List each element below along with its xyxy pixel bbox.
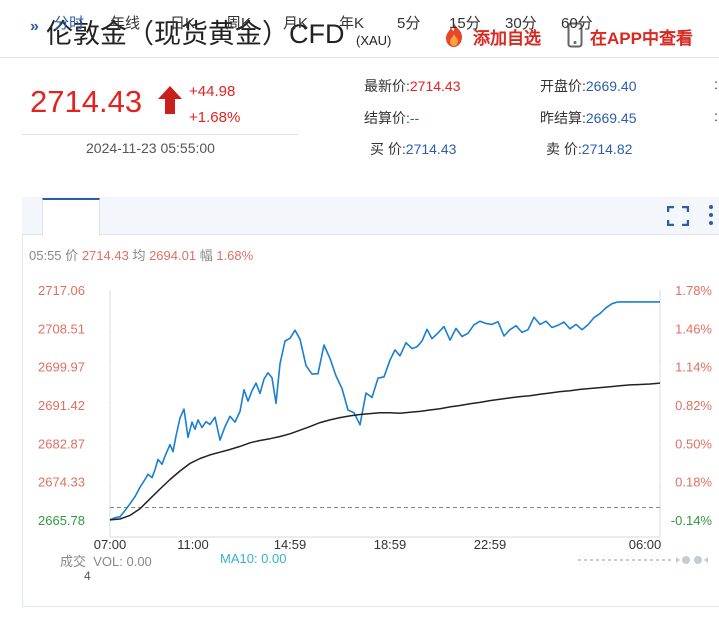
- divider: [22, 134, 298, 135]
- y-tick-label: 2665.78: [38, 513, 85, 528]
- page-subtitle: (XAU): [356, 33, 392, 48]
- x-tick-label: 18:59: [374, 537, 407, 552]
- pct-tick-label: 1.78%: [675, 283, 712, 298]
- pct-tick-label: 1.46%: [675, 321, 712, 336]
- field-settle-price: 结算价:--: [364, 110, 420, 126]
- tab-annual-line[interactable]: 年线: [110, 15, 141, 32]
- last-price: 2714.43: [30, 84, 143, 119]
- pct-tick-label: 0.18%: [675, 475, 712, 490]
- crosshair-info: 05:55 价 2714.43 均 2694.01 幅 1.68%: [29, 248, 254, 263]
- y-tick-label: 2674.33: [38, 475, 85, 490]
- volume-label: 成交 VOL: 0.00: [60, 554, 152, 569]
- tab-60min[interactable]: 60分: [561, 15, 593, 32]
- pct-tick-label: -0.14%: [671, 513, 713, 528]
- price-line: [109, 301, 660, 521]
- tab-15min[interactable]: 15分: [449, 15, 481, 32]
- pct-tick-label: 0.50%: [675, 436, 712, 451]
- x-tick-label: 22:59: [474, 537, 507, 552]
- price-change-percent: +1.68%: [189, 109, 241, 126]
- x-tick-label: 11:00: [177, 537, 209, 552]
- tab-monthly-k[interactable]: 月K: [283, 15, 309, 32]
- view-in-app-button[interactable]: 在APP中查看: [590, 29, 693, 48]
- field-last-price: 最新价:2714.43: [364, 78, 461, 94]
- phone-icon[interactable]: [567, 22, 583, 48]
- flame-icon[interactable]: [442, 22, 466, 48]
- field-bid-price: 买 价:2714.43: [370, 141, 457, 157]
- x-tick-label: 14:59: [274, 537, 307, 552]
- price-change: +44.98: [189, 83, 236, 100]
- page-header: » 伦敦金（现货黄金）CFD (XAU) 添加自选 在APP中查看: [0, 0, 719, 58]
- field-prev-settle: 昨结算:2669.45: [540, 110, 637, 126]
- truncated-field: :: [714, 108, 718, 124]
- volume-axis-tick: 4: [84, 569, 91, 583]
- x-tick-label: 06:00: [629, 537, 662, 552]
- add-watchlist-button[interactable]: 添加自选: [473, 29, 541, 48]
- average-line: [109, 382, 661, 521]
- x-tick-label: 07:00: [94, 537, 127, 552]
- price-chart[interactable]: 2717.06 1.78% 2708.51 1.46% 2699.97 1.14% 2691…: [0, 270, 719, 560]
- field-ask-price: 卖 价:2714.82: [546, 141, 633, 157]
- more-options-icon[interactable]: [707, 204, 715, 226]
- y-tick-label: 2682.87: [38, 436, 85, 451]
- arrow-up-icon: [158, 86, 182, 114]
- y-tick-label: 2699.97: [38, 360, 85, 375]
- tab-30min[interactable]: 30分: [505, 15, 537, 32]
- tab-5min[interactable]: 5分: [397, 15, 421, 32]
- page-title: 伦敦金（现货黄金）CFD: [46, 19, 345, 49]
- quote-timestamp: 2024-11-23 05:55:00: [86, 140, 215, 156]
- y-tick-label: 2717.06: [38, 283, 85, 298]
- y-tick-label: 2708.51: [38, 321, 85, 336]
- chart-scroll-control[interactable]: [578, 553, 718, 567]
- tab-yearly-k[interactable]: 年K: [339, 15, 365, 32]
- tab-weekly-k[interactable]: 周K: [226, 15, 252, 32]
- pct-tick-label: 0.82%: [675, 398, 712, 413]
- pct-tick-label: 1.14%: [675, 360, 712, 375]
- tab-daily-k[interactable]: 日K: [170, 15, 196, 32]
- field-open-price: 开盘价:2669.40: [540, 78, 637, 94]
- chart-tab-bar: [22, 197, 719, 235]
- truncated-field: :: [714, 76, 718, 92]
- fullscreen-icon[interactable]: [667, 206, 689, 226]
- active-tab-indicator: [42, 198, 100, 236]
- y-tick-label: 2691.42: [38, 398, 85, 413]
- volume-ma10: MA10: 0.00: [220, 551, 287, 566]
- double-chevron-icon: »: [30, 18, 39, 35]
- tab-intraday[interactable]: 分时: [54, 15, 85, 32]
